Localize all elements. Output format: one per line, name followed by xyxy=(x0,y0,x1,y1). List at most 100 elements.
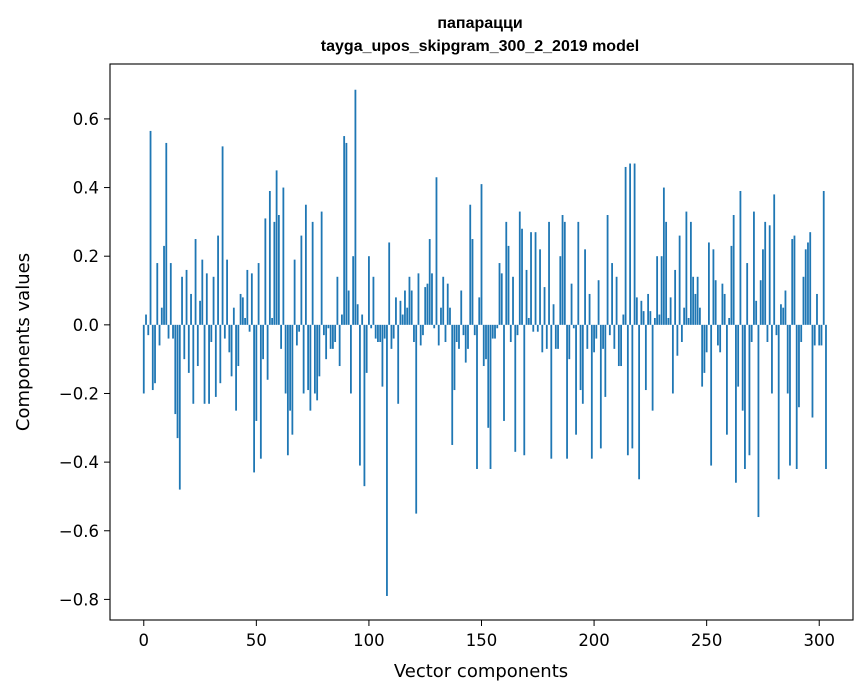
bar-212 xyxy=(620,324,622,367)
bar-274 xyxy=(759,280,762,325)
bar-219 xyxy=(635,297,638,325)
bar-189 xyxy=(568,324,571,360)
bar-275 xyxy=(762,249,764,325)
bar-155 xyxy=(491,324,494,339)
bar-230 xyxy=(660,256,663,325)
bar-185 xyxy=(559,256,562,325)
bar-215 xyxy=(626,324,629,456)
bar-97 xyxy=(361,314,364,325)
bar-10 xyxy=(165,142,168,325)
bar-187 xyxy=(563,221,566,325)
bar-82 xyxy=(327,324,330,329)
bar-229 xyxy=(658,314,661,325)
bar-162 xyxy=(507,245,510,325)
bar-248 xyxy=(701,324,704,387)
bar-191 xyxy=(572,324,575,329)
bar-157 xyxy=(496,324,499,329)
bar-158 xyxy=(498,263,501,325)
bar-22 xyxy=(192,324,195,404)
bar-244 xyxy=(692,276,695,325)
bar-175 xyxy=(536,324,539,332)
bar-179 xyxy=(545,324,548,349)
bar-269 xyxy=(748,324,751,456)
bar-280 xyxy=(773,194,776,325)
bar-71 xyxy=(302,324,305,394)
bar-265 xyxy=(739,190,742,325)
bar-295 xyxy=(807,242,809,325)
bar-134 xyxy=(444,324,447,342)
bar-3 xyxy=(149,130,152,325)
bar-81 xyxy=(325,324,328,360)
bar-145 xyxy=(469,204,472,325)
bar-234 xyxy=(669,297,672,325)
bar-253 xyxy=(712,249,715,325)
bar-50 xyxy=(255,324,258,421)
bar-209 xyxy=(613,324,616,349)
bar-18 xyxy=(183,324,186,360)
bar-66 xyxy=(291,324,294,435)
bar-251 xyxy=(708,242,710,325)
bar-149 xyxy=(478,297,481,325)
bar-182 xyxy=(552,304,555,325)
bar-300 xyxy=(818,324,821,346)
bar-53 xyxy=(262,324,264,360)
bar-225 xyxy=(649,311,652,325)
bar-254 xyxy=(714,280,717,325)
bar-137 xyxy=(451,324,454,445)
bar-41 xyxy=(235,324,237,411)
bar-302 xyxy=(822,190,825,325)
bar-298 xyxy=(813,324,816,346)
bar-277 xyxy=(766,324,769,342)
bar-174 xyxy=(534,232,537,325)
bar-31 xyxy=(212,276,215,325)
bar-156 xyxy=(494,324,496,339)
bar-39 xyxy=(230,324,233,377)
bar-223 xyxy=(644,324,647,391)
bar-120 xyxy=(413,324,415,342)
bar-14 xyxy=(174,324,177,415)
bar-140 xyxy=(458,324,460,349)
bar-26 xyxy=(201,259,204,325)
bar-262 xyxy=(732,215,735,325)
bar-224 xyxy=(647,293,650,325)
bar-299 xyxy=(816,293,818,325)
bar-118 xyxy=(408,276,411,325)
bar-232 xyxy=(665,221,668,325)
bar-176 xyxy=(539,249,541,325)
bar-167 xyxy=(518,211,521,325)
bar-35 xyxy=(221,146,224,325)
x-tick-label: 100 xyxy=(353,631,385,650)
bar-227 xyxy=(653,317,656,325)
bar-263 xyxy=(735,324,737,483)
bar-241 xyxy=(685,211,688,325)
bar-89 xyxy=(343,136,346,325)
bar-93 xyxy=(352,256,355,325)
bar-138 xyxy=(453,324,456,391)
bar-58 xyxy=(273,221,276,325)
x-tick-label: 200 xyxy=(578,631,610,650)
bar-85 xyxy=(334,324,337,342)
y-tick-label: 0.4 xyxy=(73,179,99,198)
bar-124 xyxy=(422,324,424,336)
bar-29 xyxy=(208,324,210,404)
bar-0 xyxy=(142,324,145,394)
bar-73 xyxy=(307,324,310,391)
bar-47 xyxy=(248,324,251,332)
bar-213 xyxy=(622,314,625,325)
bar-231 xyxy=(662,187,665,325)
bar-172 xyxy=(530,232,532,325)
bar-65 xyxy=(289,324,292,411)
bar-252 xyxy=(710,324,713,466)
bar-150 xyxy=(480,184,483,325)
bar-111 xyxy=(392,324,395,339)
bar-194 xyxy=(579,324,582,391)
bar-90 xyxy=(345,142,348,325)
bar-284 xyxy=(782,307,785,325)
bar-197 xyxy=(586,324,589,349)
bar-239 xyxy=(680,324,683,342)
bar-21 xyxy=(190,293,192,325)
y-tick-label: −0.2 xyxy=(59,384,99,403)
chart-title: папарацци xyxy=(437,15,522,32)
bar-55 xyxy=(266,324,269,380)
bar-193 xyxy=(577,221,580,325)
